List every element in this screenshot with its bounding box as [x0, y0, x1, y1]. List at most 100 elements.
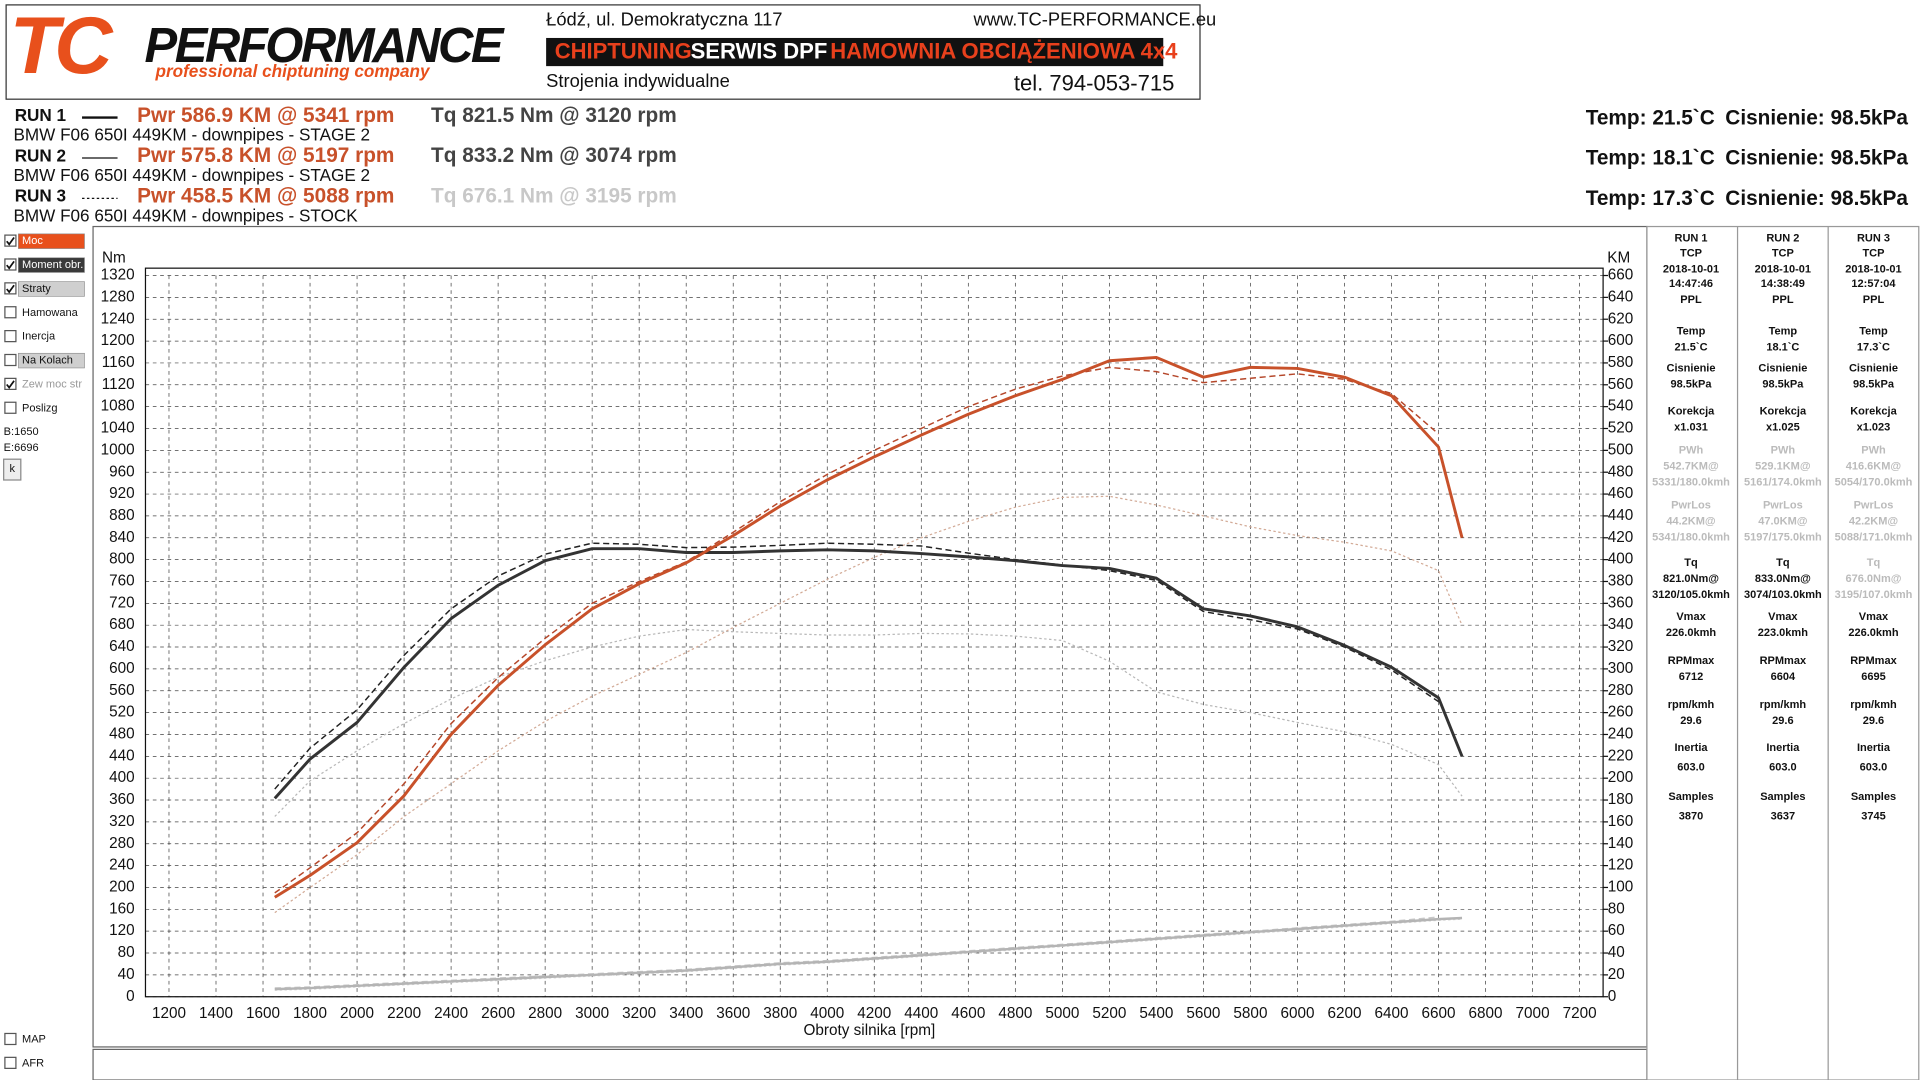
y-tick-label: 1240 [101, 310, 135, 327]
checkmark [6, 260, 15, 270]
service: SERWIS DPF [691, 38, 828, 63]
stats-item: Inertia [1766, 742, 1800, 754]
option-bg [18, 281, 85, 297]
stats-item: 6604 [1771, 671, 1796, 683]
y-tick-label: 480 [109, 726, 135, 743]
curve [273, 547, 1464, 800]
stats-head: PPL [1680, 294, 1702, 306]
checkbox[interactable] [4, 401, 17, 414]
y-tick-label: 400 [109, 769, 135, 786]
run-power: Pwr 575.8 KM @ 5197 rpm [137, 144, 394, 167]
stats-item: PWh [1861, 445, 1886, 457]
stats-item: PWh [1679, 445, 1704, 457]
checkbox[interactable] [4, 258, 17, 271]
run-label: RUN 2 [15, 145, 66, 165]
stats-item: 3745 [1861, 811, 1886, 823]
stats-item: RPMmax [1760, 655, 1807, 667]
checkbox[interactable] [4, 330, 17, 343]
stats-item: Tq [1684, 557, 1697, 569]
logo-tc: TC [10, 1, 114, 91]
run-car: BMW F06 650I 449KM - downpipes - STOCK [13, 205, 358, 225]
y-tick-label: 1280 [101, 288, 135, 305]
x-tick-label: 7200 [1563, 1005, 1597, 1022]
stats-item: x1.023 [1857, 421, 1891, 433]
stats-item: rpm/kmh [1760, 699, 1807, 711]
stats-item: 542.7KM@ [1663, 460, 1719, 472]
stats-item: RPMmax [1668, 655, 1715, 667]
x-tick-label: 2600 [481, 1005, 515, 1022]
checkbox[interactable] [4, 377, 17, 390]
y2-tick-label: 0 [1608, 988, 1617, 1005]
y-tick-label: 920 [109, 485, 135, 502]
stats-item: 416.6KM@ [1846, 460, 1902, 472]
checkbox[interactable] [4, 1032, 17, 1046]
stats-item: Korekcja [1760, 405, 1807, 417]
stats-item: x1.025 [1766, 421, 1800, 433]
x-tick-label: 7000 [1516, 1005, 1550, 1022]
y-tick-label: 1200 [101, 332, 135, 349]
x-tick-label: 4000 [810, 1005, 844, 1022]
run-torque: Tq 821.5 Nm @ 3120 rpm [431, 104, 677, 127]
stats-item: 5331/180.0kmh [1652, 476, 1730, 488]
y2-tick-label: 640 [1608, 288, 1634, 305]
stats-head: PPL [1863, 294, 1885, 306]
stats-item: 5088/171.0kmh [1835, 531, 1913, 543]
x-tick-label: 2000 [340, 1005, 374, 1022]
stats-item: PwrLos [1763, 500, 1803, 512]
y-tick-label: 720 [109, 594, 135, 611]
y-tick-label: 80 [118, 944, 135, 961]
y2-tick-label: 360 [1608, 594, 1634, 611]
checkbox[interactable] [4, 306, 17, 319]
tuning: Strojenia indywidualne [546, 70, 730, 91]
stats-head: PPL [1772, 294, 1794, 306]
stats-head: TCP [1862, 247, 1884, 259]
stats-item: 603.0 [1677, 762, 1705, 774]
y-tick-label: 40 [118, 966, 135, 983]
checkbox[interactable] [4, 1056, 17, 1069]
y-tick-label: 640 [109, 638, 135, 655]
checkbox[interactable] [4, 282, 17, 295]
curve [274, 916, 1463, 991]
x-tick-label: 4800 [998, 1005, 1032, 1022]
y-tick-label: 240 [109, 857, 135, 874]
website: www.TC-PERFORMANCE.eu [972, 9, 1216, 30]
run-car: BMW F06 650I 449KM - downpipes - STAGE 2 [13, 165, 370, 185]
curve [273, 355, 1464, 899]
stats-panel [1646, 225, 1920, 1080]
checkbox[interactable] [4, 353, 17, 367]
option-label: Straty [22, 283, 51, 295]
y-tick-label: 0 [126, 988, 135, 1005]
y2-axis-title: KM [1607, 249, 1630, 266]
option-bg [18, 257, 85, 273]
stats-item: PWh [1771, 445, 1796, 457]
stats-item: 17.3`C [1857, 342, 1890, 354]
y2-tick-label: 180 [1608, 791, 1634, 808]
stats-item: Temp [1677, 326, 1706, 338]
stats-item: 603.0 [1769, 762, 1797, 774]
x-tick-label: 3200 [622, 1005, 656, 1022]
checkbox[interactable] [4, 234, 17, 247]
y-tick-label: 800 [109, 551, 135, 568]
stats-item: 226.0kmh [1848, 627, 1898, 639]
stats-head: RUN 1 [1674, 233, 1707, 245]
stats-item: Temp [1769, 326, 1798, 338]
y2-tick-label: 500 [1608, 441, 1634, 458]
y-tick-label: 200 [109, 879, 135, 896]
x-tick-label: 1200 [152, 1005, 186, 1022]
stats-item: 5197/175.0kmh [1744, 531, 1822, 543]
stats-item: 223.0kmh [1758, 627, 1808, 639]
y-tick-label: 280 [109, 835, 135, 852]
stats-item: 6695 [1861, 671, 1886, 683]
stats-item: x1.031 [1674, 421, 1708, 433]
k-button[interactable] [3, 458, 22, 481]
x-tick-label: 2800 [528, 1005, 562, 1022]
x-tick-label: 1600 [246, 1005, 280, 1022]
stats-item: Temp [1859, 326, 1888, 338]
run-temp: Temp: 21.5`C [1586, 106, 1715, 129]
y2-tick-label: 460 [1608, 485, 1634, 502]
x-tick-label: 5400 [1139, 1005, 1173, 1022]
run-temp: Temp: 18.1`C [1586, 147, 1715, 170]
stats-item: 5054/170.0kmh [1835, 476, 1913, 488]
y2-tick-label: 60 [1608, 922, 1625, 939]
x-tick-label: 5800 [1233, 1005, 1267, 1022]
